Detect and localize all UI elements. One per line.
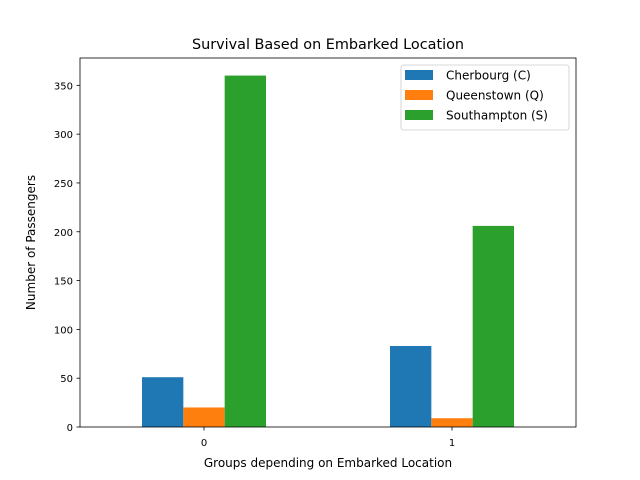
y-axis-label: Number of Passengers [24, 175, 38, 310]
y-tick-label: 0 [67, 423, 73, 434]
chart-title: Survival Based on Embarked Location [192, 37, 464, 53]
legend-swatch [405, 110, 433, 120]
bar-queenstown-group-1 [431, 418, 473, 427]
bar-queenstown-group-0 [183, 407, 225, 427]
legend-label: Cherbourg (C) [446, 69, 531, 83]
y-tick-label: 350 [54, 81, 73, 92]
y-tick-label: 150 [54, 277, 73, 288]
legend-label: Queenstown (Q) [446, 89, 544, 103]
bar-southampton-group-0 [224, 75, 266, 428]
legend-box [400, 64, 570, 131]
bar-cherbourg-group-0 [142, 377, 184, 427]
legend-swatch [405, 90, 433, 100]
x-tick-label: 1 [449, 438, 455, 449]
legend-label: Southampton (S) [446, 109, 548, 123]
bar-southampton-group-1 [472, 225, 514, 427]
y-tick-label: 200 [54, 228, 73, 239]
bar-cherbourg-group-1 [390, 345, 432, 427]
plot-frame [79, 57, 577, 428]
bars-group [142, 75, 514, 428]
x-tick-label: 0 [201, 438, 207, 449]
legend-swatch [405, 70, 433, 80]
x-axis-label: Groups depending on Embarked Location [204, 456, 452, 470]
y-tick-label: 100 [54, 325, 73, 336]
y-tick-label: 250 [54, 179, 73, 190]
y-tick-label: 50 [60, 374, 73, 385]
y-axis: 0 50 100 150 200 250 300 350 [54, 81, 80, 434]
y-tick-label: 300 [54, 130, 73, 141]
legend: Cherbourg (C) Queenstown (Q) Southampton (… [400, 64, 570, 131]
